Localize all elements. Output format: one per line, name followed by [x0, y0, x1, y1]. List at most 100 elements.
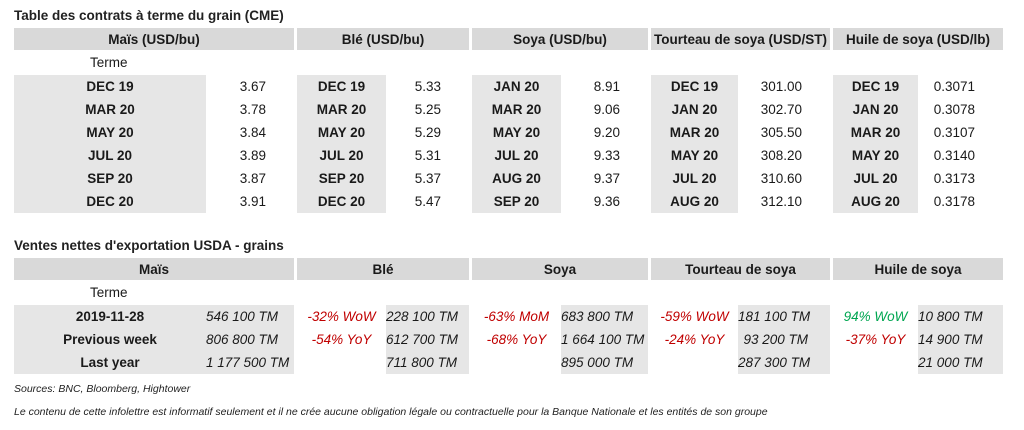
exports-change-cell: -32% WoW [294, 305, 387, 328]
futures-price-cell: 9.37 [593, 171, 621, 186]
exports-header-mais: Maïs [14, 258, 295, 280]
futures-price-cell: 9.06 [593, 102, 621, 117]
exports-volume-cell: 228 100 TM [386, 305, 470, 328]
futures-contract-cell: AUG 20 [469, 167, 562, 190]
futures-row: SEP 20 3.87 SEP 20 5.37 AUG 20 9.37 JUL 20 310.… [14, 167, 1003, 190]
futures-contract-cell: JUL 20 [648, 167, 739, 190]
futures-contract-cell: JUL 20 [14, 144, 206, 167]
futures-contract-cell: MAY 20 [294, 121, 387, 144]
futures-row: JUL 20 3.89 JUL 20 5.31 JUL 20 9.33 MAY 20 308.… [14, 144, 1003, 167]
futures-contract-cell: DEC 19 [294, 75, 387, 98]
futures-price-cell: 9.36 [593, 194, 621, 209]
futures-price-cell: 305.50 [760, 125, 803, 140]
futures-price-cell: 308.20 [760, 148, 803, 163]
futures-row: MAY 20 3.84 MAY 20 5.29 MAY 20 9.20 MAR 20 305.… [14, 121, 1003, 144]
futures-price-cell: 312.10 [760, 194, 803, 209]
futures-terme-label: Terme [90, 55, 128, 70]
futures-contract-cell: DEC 19 [830, 75, 919, 98]
futures-contract-cell: MAR 20 [830, 121, 919, 144]
futures-price-cell: 0.3078 [933, 102, 976, 117]
sources-note: Sources: BNC, Bloomberg, Hightower [14, 383, 191, 395]
exports-row-label: 2019-11-28 [14, 305, 206, 328]
futures-price-cell: 5.29 [414, 125, 442, 140]
futures-contract-cell: JAN 20 [469, 75, 562, 98]
futures-row: DEC 19 3.67 DEC 19 5.33 JAN 20 8.91 DEC 19 301.… [14, 75, 1003, 98]
futures-price-cell: 5.47 [414, 194, 442, 209]
futures-contract-cell: SEP 20 [469, 190, 562, 213]
futures-contract-cell: JUL 20 [469, 144, 562, 167]
futures-price-cell: 5.25 [414, 102, 442, 117]
futures-contract-cell: JUL 20 [830, 167, 919, 190]
futures-price-cell: 5.37 [414, 171, 442, 186]
exports-volume-cell: 10 800 TM [918, 305, 1004, 328]
exports-volume-cell: 181 100 TM [738, 305, 831, 328]
exports-title: Ventes nettes d'exportation USDA - grain… [14, 238, 284, 253]
futures-contract-cell: MAY 20 [469, 121, 562, 144]
exports-volume-cell: 21 000 TM [918, 351, 1004, 374]
futures-contract-cell: AUG 20 [830, 190, 919, 213]
futures-header-mais: Maïs (USD/bu) [14, 28, 295, 50]
futures-row: DEC 20 3.91 DEC 20 5.47 SEP 20 9.36 AUG 20 312.… [14, 190, 1003, 213]
futures-header-ble: Blé (USD/bu) [294, 28, 470, 50]
exports-volume-cell: 93 200 TM [738, 328, 831, 351]
futures-contract-cell: DEC 20 [14, 190, 206, 213]
exports-header-soya: Soya [469, 258, 649, 280]
exports-row: 2019-11-28 546 100 TM -32% WoW 228 100 TM -6… [14, 305, 1004, 328]
exports-volume-cell: 612 700 TM [386, 328, 470, 351]
exports-change-cell: -24% YoY [648, 328, 739, 351]
futures-price-cell: 3.87 [239, 171, 267, 186]
futures-price-cell: 3.89 [239, 148, 267, 163]
futures-contract-cell: JUL 20 [294, 144, 387, 167]
exports-change-cell: 94% WoW [830, 305, 919, 328]
exports-row: Last year 1 177 500 TM 711 800 TM 895 000 T… [14, 351, 1004, 374]
exports-header-ble: Blé [294, 258, 470, 280]
futures-price-cell: 5.31 [414, 148, 442, 163]
exports-change-cell: -37% YoY [830, 328, 919, 351]
exports-volume-cell: 711 800 TM [386, 351, 470, 374]
exports-volume-cell: 1 664 100 TM [561, 328, 649, 351]
exports-volume-cell: 895 000 TM [561, 351, 649, 374]
disclaimer-note: Le contenu de cette infolettre est infor… [14, 406, 768, 418]
exports-change-cell [648, 351, 739, 374]
futures-contract-cell: SEP 20 [14, 167, 206, 190]
futures-price-cell: 3.78 [239, 102, 267, 117]
futures-row: MAR 20 3.78 MAR 20 5.25 MAR 20 9.06 JAN 20 302.… [14, 98, 1003, 121]
exports-change-cell: -68% YoY [469, 328, 562, 351]
futures-contract-cell: MAR 20 [14, 98, 206, 121]
exports-volume-cell: 1 177 500 TM [206, 351, 295, 374]
futures-header-tourteau: Tourteau de soya (USD/ST) [648, 28, 831, 50]
futures-contract-cell: DEC 19 [14, 75, 206, 98]
futures-header-huile: Huile de soya (USD/lb) [830, 28, 1004, 50]
futures-price-cell: 310.60 [760, 171, 803, 186]
exports-volume-cell: 806 800 TM [206, 328, 295, 351]
exports-change-cell: -59% WoW [648, 305, 739, 328]
exports-volume-cell: 546 100 TM [206, 305, 295, 328]
exports-header-tourteau: Tourteau de soya [648, 258, 831, 280]
futures-price-cell: 3.67 [239, 79, 267, 94]
exports-volume-cell: 14 900 TM [918, 328, 1004, 351]
futures-contract-cell: AUG 20 [648, 190, 739, 213]
exports-volume-cell: 287 300 TM [738, 351, 831, 374]
futures-price-cell: 0.3140 [933, 148, 976, 163]
futures-contract-cell: DEC 20 [294, 190, 387, 213]
futures-contract-cell: MAR 20 [648, 121, 739, 144]
futures-header-soya: Soya (USD/bu) [469, 28, 649, 50]
futures-price-cell: 9.33 [593, 148, 621, 163]
futures-contract-cell: SEP 20 [294, 167, 387, 190]
futures-contract-cell: MAY 20 [830, 144, 919, 167]
futures-contract-cell: MAR 20 [469, 98, 562, 121]
exports-row: Previous week 806 800 TM -54% YoY 612 700 T… [14, 328, 1004, 351]
futures-contract-cell: DEC 19 [648, 75, 739, 98]
exports-change-cell [830, 351, 919, 374]
exports-change-cell [294, 351, 387, 374]
exports-change-cell [469, 351, 562, 374]
futures-contract-cell: JAN 20 [648, 98, 739, 121]
exports-table: Maïs Blé Soya Tourteau de soya Huile de … [14, 258, 1004, 374]
exports-change-cell: -63% MoM [469, 305, 562, 328]
futures-table: Maïs (USD/bu) Blé (USD/bu) Soya (USD/bu)… [14, 28, 1004, 213]
exports-change-cell: -54% YoY [294, 328, 387, 351]
exports-volume-cell: 683 800 TM [561, 305, 649, 328]
futures-price-cell: 302.70 [760, 102, 803, 117]
futures-price-cell: 0.3178 [933, 194, 976, 209]
futures-price-cell: 5.33 [414, 79, 442, 94]
